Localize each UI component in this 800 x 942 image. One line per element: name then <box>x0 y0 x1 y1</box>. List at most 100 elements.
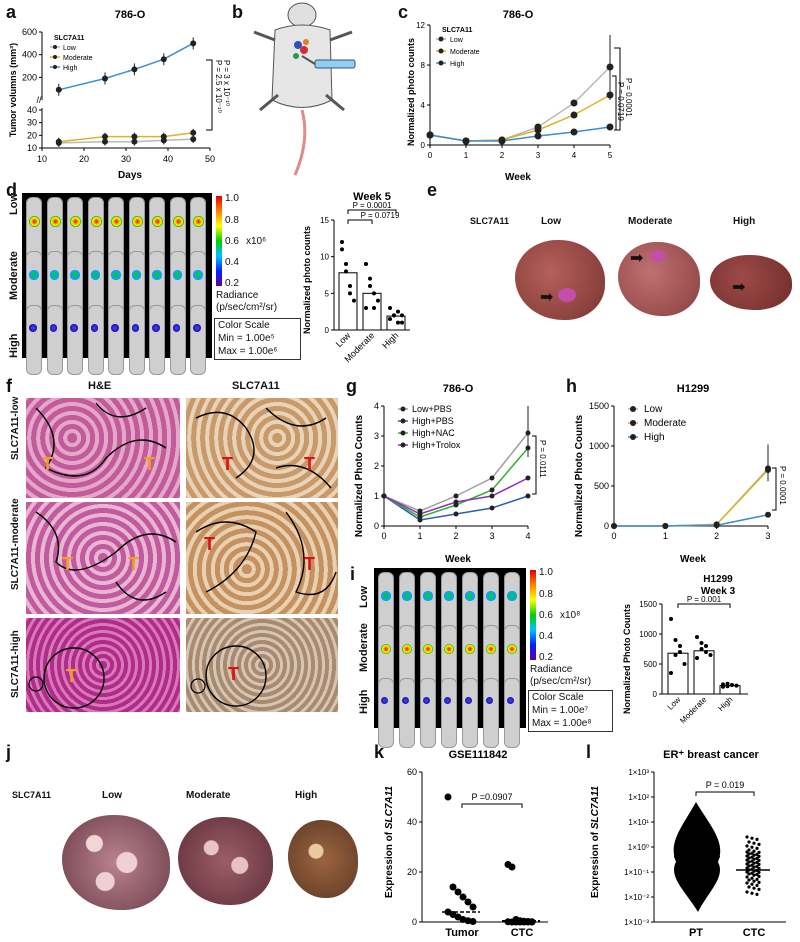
h-xtick-label-3: 3 <box>765 531 770 541</box>
g-series-0-point-2 <box>453 493 459 499</box>
l-ctc-dot-3-1 <box>752 849 756 853</box>
l-ctc-dot-16-2 <box>755 877 759 881</box>
k-ytick-label-2: 40 <box>407 817 417 827</box>
g-legend-dot-2 <box>400 430 406 436</box>
l-ctc-dot-11-1 <box>752 865 756 869</box>
panel-label-j: j <box>6 742 12 762</box>
j-liver-high <box>288 820 358 898</box>
g-ytick-label-4: 4 <box>374 401 379 411</box>
g-xtick-label-4: 4 <box>525 531 530 541</box>
i-ivis-mouse-0-5 <box>483 572 499 642</box>
i-color-scale-box: Color Scale Min = 1.00e⁷ Max = 1.00e⁸ <box>528 690 613 732</box>
h-legend-dot-0 <box>630 406 636 412</box>
i-ytick-label-1: 500 <box>644 660 658 669</box>
i-dot-0-1 <box>673 638 678 642</box>
l-ctc-dot-17-2 <box>757 880 761 884</box>
panel-label-h: h <box>566 376 577 396</box>
i-ivis-mouse-2-3 <box>441 678 457 748</box>
panel-label-e: e <box>427 180 438 200</box>
a-legend-label-2: High <box>63 65 78 72</box>
l-ctc-dot-0-2 <box>755 837 759 841</box>
c-legend-dot-2 <box>438 60 444 66</box>
g-ytick-label-3: 3 <box>374 431 379 441</box>
d-radiance-unit: (p/sec/cm²/sr) <box>216 302 278 313</box>
l-ctc-dot-4-0 <box>745 850 749 854</box>
panel-label-b: b <box>232 2 243 22</box>
d-bar-low <box>338 272 358 331</box>
i-bracket <box>677 603 731 608</box>
k-tumor-dot-2 <box>454 888 462 896</box>
panel-label-l: l <box>586 742 592 762</box>
k-tumor-dot-1 <box>449 883 457 891</box>
a-ytick-label-top-1: 400 <box>22 50 37 60</box>
d-pval-1: P = 0.0001 <box>353 201 392 210</box>
f-he-moderate-t1: T <box>62 554 73 574</box>
a-legend-label-0: Low <box>63 45 77 52</box>
i-ivis-signal-0-6 <box>507 591 517 601</box>
d-dot-2-6 <box>396 309 400 314</box>
c-series-high-point-0 <box>426 131 434 139</box>
d-row-label-low: Low <box>8 193 20 215</box>
l-ctc-dot-19-1 <box>752 886 756 890</box>
k-pval: P =0.0907 <box>471 792 512 802</box>
d-color-scale-title: Color Scale <box>218 320 270 331</box>
d-ytick-label-0: 0 <box>325 326 330 335</box>
d-scale-tick-4: 0.4 <box>225 257 239 268</box>
e-metastasis-low <box>558 288 576 302</box>
i-ivis-signal-0-5 <box>486 591 496 601</box>
a-legend-dot-0 <box>53 45 57 49</box>
i-ivis-signal-0-3 <box>444 591 454 601</box>
l-ctc-dot-1-1 <box>752 841 756 845</box>
h-series-high-point-0 <box>611 523 617 529</box>
i-ivis-mouse-2-1 <box>399 678 415 748</box>
l-cat-label-1: CTC <box>743 927 766 939</box>
l-ctc-dot-1-2 <box>757 842 761 846</box>
l-ctc-dot-18-0 <box>745 881 749 885</box>
i-dot-2-5 <box>725 681 730 686</box>
l-ctc-dot-6-2 <box>755 856 759 860</box>
j-liver-moderate <box>178 817 273 905</box>
d-ivis-signal-0-4 <box>111 216 123 228</box>
i-ivis-mouse-0-0 <box>378 572 394 642</box>
l-ctc-dot-14-1 <box>750 871 754 875</box>
e-liver-high <box>710 255 792 310</box>
d-ivis-signal-0-0 <box>29 216 41 228</box>
h-series-moderate-line <box>614 469 769 527</box>
d-ivis-mouse-0-4 <box>108 197 124 267</box>
chart-h-title: H1299 <box>677 383 709 395</box>
i-bar-high <box>719 685 741 695</box>
i-pval: P = 0.001 <box>687 595 722 604</box>
i-ivis-signal-2-4 <box>465 697 473 705</box>
a-series-moderate-point-0 <box>55 138 62 145</box>
d-dot-1-2 <box>372 291 376 296</box>
l-ctc-dot-4-1 <box>750 851 754 855</box>
l-ctc-dot-16-1 <box>750 876 754 880</box>
i-ivis-signal-1-1 <box>402 644 413 655</box>
c-xtick-label-4: 4 <box>572 151 577 160</box>
d-dot-2-0 <box>388 306 392 310</box>
l-ctc-dot-15-2 <box>757 874 761 878</box>
i-ivis-mouse-0-4 <box>462 572 478 642</box>
i-cat-label-1: Moderate <box>678 695 709 726</box>
d-pval-2: P = 0.0719 <box>361 211 400 220</box>
k-ytick-label-1: 20 <box>407 867 417 877</box>
i-bar-moderate <box>693 650 715 695</box>
l-bracket <box>695 791 755 796</box>
j-label-high: High <box>295 790 318 801</box>
d-dot-1-4 <box>364 306 368 310</box>
g-legend-label-2: High+NAC <box>412 428 455 438</box>
i-ivis-mouse-1-6 <box>504 625 520 695</box>
d-ivis-signal-2-7 <box>172 324 180 332</box>
l-ctc-dot-7-1 <box>752 857 756 861</box>
d-scale-tick-5: 0.2 <box>225 278 239 289</box>
i-ivis-mouse-1-4 <box>462 625 478 695</box>
a-xtick-label-4: 50 <box>205 154 215 164</box>
l-ctc-dot-3-0 <box>747 848 751 852</box>
h-xtick-label-2: 2 <box>714 531 719 541</box>
c-xtick-label-0: 0 <box>428 151 433 160</box>
chart-i-bar-ylabel: Normalized Photo Counts <box>622 604 632 714</box>
d-ivis-mouse-2-2 <box>67 305 83 375</box>
c-series-low-line <box>429 66 611 142</box>
d-bracket-1 <box>347 209 397 214</box>
c-legend-label-0: Low <box>450 37 464 44</box>
